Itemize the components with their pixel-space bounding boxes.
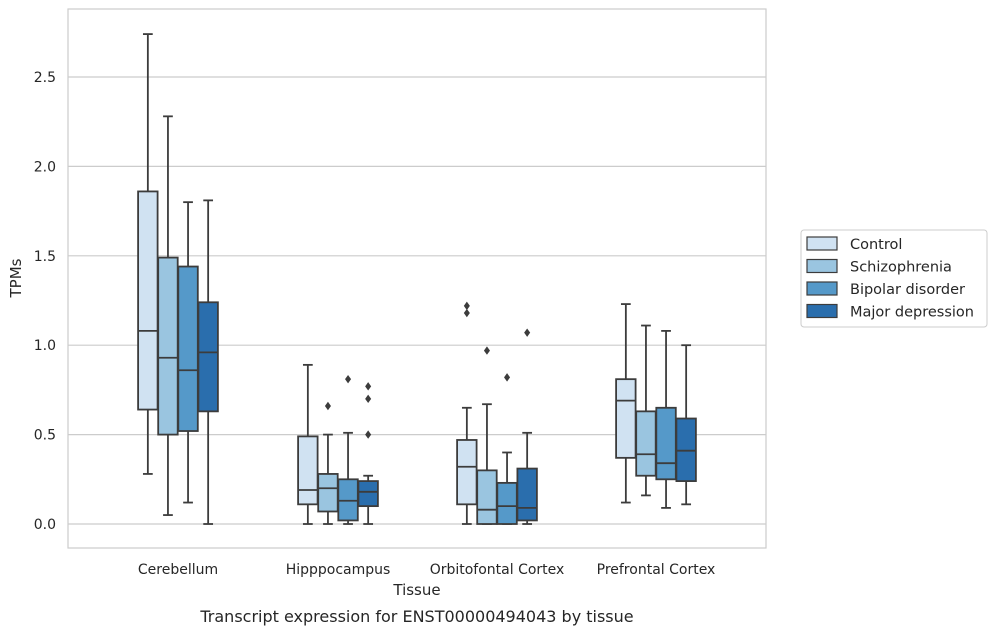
outlier-point (504, 373, 511, 382)
iqr-box (496, 481, 518, 525)
iqr-box (655, 406, 677, 481)
x-axis-ticks: Cerebellum Hipppocampus Orbitofontal Corte… (138, 562, 715, 578)
outlier-point (324, 401, 331, 411)
outlier-point (463, 301, 470, 311)
box-major-depression (197, 199, 219, 525)
box-major-depression (516, 328, 538, 525)
y-tick-label: 2.0 (34, 159, 56, 175)
box-bipolar-disorder (496, 373, 518, 525)
outlier-point (365, 430, 372, 439)
y-axis-label: TPMs (7, 258, 25, 298)
iqr-box (615, 378, 637, 459)
legend-swatch (806, 303, 838, 319)
box-schizophrenia (635, 324, 657, 497)
box-major-depression (675, 344, 697, 506)
y-tick-label: 2.5 (34, 70, 56, 86)
legend-item: Major depression (806, 303, 974, 321)
y-axis-ticks: 0.0 0.5 1.0 1.5 2.0 2.5 (34, 70, 56, 533)
iqr-box (317, 473, 339, 513)
legend-swatch (806, 281, 838, 296)
box-control (615, 303, 637, 504)
outlier-point (463, 308, 470, 318)
legend: Control Schizophrenia Bipolar disorder Majo… (800, 229, 988, 328)
legend-item: Bipolar disorder (806, 281, 965, 298)
y-tick-label: 0.0 (34, 517, 56, 533)
iqr-box (297, 435, 319, 506)
iqr-box (635, 410, 657, 477)
iqr-box (476, 469, 498, 525)
box-schizophrenia (476, 346, 498, 525)
legend-label: Schizophrenia (850, 260, 952, 276)
outlier-point (365, 394, 372, 404)
legend-item: Control (806, 236, 902, 253)
outlier-point (483, 346, 490, 355)
legend-swatch (806, 258, 838, 274)
iqr-box (456, 439, 478, 506)
iqr-box (357, 480, 379, 508)
outlier-point (345, 374, 352, 384)
iqr-box (157, 256, 179, 436)
iqr-box (197, 301, 219, 413)
y-tick-label: 0.5 (34, 428, 56, 444)
iqr-box (177, 265, 199, 432)
box-schizophrenia (317, 401, 339, 525)
legend-label: Bipolar disorder (850, 282, 965, 298)
iqr-box (137, 190, 159, 411)
legend-label: Major depression (850, 305, 974, 321)
x-tick-label: Cerebellum (138, 562, 218, 578)
x-tick-label: Orbitofontal Cortex (430, 562, 565, 578)
box-bipolar-disorder (337, 374, 359, 525)
box-control (297, 363, 319, 525)
y-tick-label: 1.0 (34, 338, 56, 354)
y-tick-label: 1.5 (34, 249, 56, 265)
legend-item: Schizophrenia (806, 258, 952, 276)
x-tick-label: Hipppocampus (286, 562, 391, 578)
legend-label: Control (850, 237, 902, 253)
x-tick-label: Prefrontal Cortex (597, 562, 716, 578)
outlier-point (365, 382, 372, 391)
box-major-depression (357, 382, 379, 525)
iqr-box (516, 467, 538, 522)
outlier-point (524, 328, 531, 337)
chart-caption: Transcript expression for ENST0000049404… (199, 607, 633, 626)
x-axis-label: Tissue (392, 581, 440, 599)
boxes (137, 33, 697, 525)
legend-frame (800, 229, 988, 328)
legend-swatch (806, 236, 838, 251)
